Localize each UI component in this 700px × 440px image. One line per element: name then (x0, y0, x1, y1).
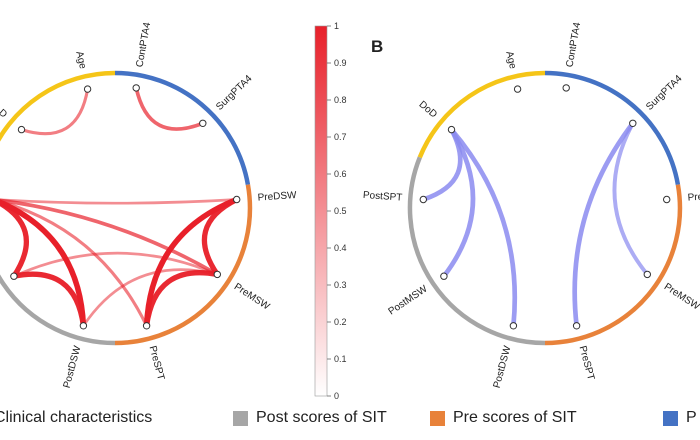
link-age-dod (19, 87, 90, 136)
legend-swatch (430, 410, 445, 426)
node-postmsw (440, 272, 448, 280)
colorbar-tick-label: 0 (334, 391, 339, 401)
colorbar: 0 0.1 0.2 0.3 0.4 0.5 0.6 0.7 0.8 0.9 1 (314, 21, 347, 401)
node-label-age: Age (503, 50, 518, 70)
node-label-postmsw: PostMSW (387, 283, 430, 317)
ring-segment-clinical (417, 70, 546, 159)
link-postspt-prespt (0, 199, 149, 328)
legend-item-post-sit: Post scores of SIT (233, 404, 387, 432)
node-predsw (233, 195, 241, 204)
node-label-postdsw: PostDSW (492, 344, 514, 389)
ring-segment-post-sit (407, 156, 546, 346)
legend-item-pre-sit: Pre scores of SIT (430, 404, 577, 432)
panel-a-chord: Age ContPTA4 SurgPTA4 PreDSW PreMSW PreSPT Pos… (0, 21, 297, 389)
node-dod (447, 125, 456, 134)
link-postdsw-premsw (82, 268, 219, 328)
node-label-predsw: Pre (687, 192, 700, 204)
node-age (513, 85, 522, 93)
colorbar-tick-label: 0.6 (334, 169, 347, 179)
colorbar-ticks: 0 0.1 0.2 0.3 0.4 0.5 0.6 0.7 0.8 0.9 1 (327, 21, 347, 401)
node-label-dod: DoD (417, 99, 439, 120)
node-dod (17, 125, 26, 134)
panel-a-links (0, 86, 240, 329)
colorbar-gradient (314, 25, 328, 397)
node-postdsw (79, 322, 88, 330)
legend-label: Clinical characteristics (0, 409, 153, 426)
node-label-dod: D (0, 107, 9, 120)
node-contpta4 (562, 84, 570, 92)
node-premsw (213, 270, 222, 279)
link-predsw-prespt (143, 196, 240, 329)
ring-segment-post-sit (0, 274, 116, 346)
legend-label: P (686, 409, 697, 426)
link-postspt-postdsw (0, 199, 87, 329)
link-surgpta4-premsw (612, 121, 650, 277)
node-contpta4 (132, 84, 140, 92)
panel-a-ring (0, 70, 253, 346)
node-postmsw (10, 272, 18, 280)
ring-segment-pta (544, 70, 681, 185)
colorbar-tick-label: 0.1 (334, 354, 347, 364)
node-label-prespt: PreSPT (577, 345, 597, 382)
legend-swatch (233, 410, 248, 426)
node-postdsw (509, 322, 518, 330)
node-label-surgpta4: SurgPTA4 (644, 73, 685, 113)
panel-b-ring (407, 70, 683, 346)
node-prespt (142, 322, 151, 330)
colorbar-tick-label: 0.7 (334, 132, 347, 142)
legend-label: Post scores of SIT (256, 409, 387, 426)
legend-swatch (663, 410, 678, 426)
node-label-postspt: PostSPT (363, 190, 403, 204)
link-postspt-premsw (0, 198, 220, 277)
node-label-premsw: PreMSW (662, 281, 700, 312)
node-prespt (572, 322, 581, 330)
link-dod-postmsw (441, 127, 476, 279)
panel-b-links (420, 120, 650, 329)
node-label-age: Age (73, 50, 88, 70)
legend-item-pta: P (663, 404, 697, 432)
link-dod-postdsw (449, 127, 518, 329)
node-age (83, 85, 92, 93)
colorbar-tick-label: 0.4 (334, 243, 347, 253)
link-contpta4-surgpta4 (134, 86, 205, 131)
chord-diagram-figure: Age ContPTA4 SurgPTA4 PreDSW PreMSW PreSPT Pos… (0, 21, 700, 401)
node-surgpta4 (629, 119, 637, 128)
ring-segment-pre-sit (114, 184, 253, 346)
link-postmsw-postdsw (11, 271, 87, 329)
link-postspt-predsw (0, 198, 239, 205)
colorbar-tick-label: 0.9 (334, 58, 347, 68)
panel-b-chord: Age ContPTA4 SurgPTA4 Pre PreMSW PreSPT PostDS… (363, 21, 700, 389)
legend-item-clinical: Clinical characteristics (0, 404, 152, 432)
node-label-contpta4: ContPTA4 (565, 21, 584, 68)
node-label-predsw: PreDSW (257, 190, 297, 204)
link-postmsw-premsw (12, 251, 219, 278)
panel-b-label: B (371, 37, 383, 56)
node-label-surgpta4: SurgPTA4 (214, 73, 255, 113)
legend: Clinical characteristics Post scores of … (0, 404, 700, 432)
ring-segment-pre-sit (544, 184, 683, 346)
colorbar-tick-label: 0.2 (334, 317, 347, 327)
node-predsw (663, 195, 671, 204)
colorbar-tick-label: 0.5 (334, 206, 347, 216)
node-label-premsw: PreMSW (232, 281, 272, 312)
node-label-postdsw: PostDSW (62, 344, 84, 389)
colorbar-tick-label: 1 (334, 21, 339, 31)
ring-segment-pta (114, 70, 251, 185)
colorbar-tick-label: 0.3 (334, 280, 347, 290)
colorbar-tick-label: 0.8 (334, 95, 347, 105)
panel-b-nodes: Age ContPTA4 SurgPTA4 Pre PreMSW PreSPT PostDS… (363, 21, 700, 389)
legend-label: Pre scores of SIT (453, 409, 577, 426)
node-postspt (419, 195, 427, 204)
node-surgpta4 (199, 119, 207, 128)
node-label-contpta4: ContPTA4 (135, 21, 154, 68)
ring-segment-clinical (0, 70, 116, 142)
node-label-prespt: PreSPT (147, 345, 167, 382)
node-premsw (643, 270, 651, 279)
link-surgpta4-prespt (572, 120, 636, 329)
